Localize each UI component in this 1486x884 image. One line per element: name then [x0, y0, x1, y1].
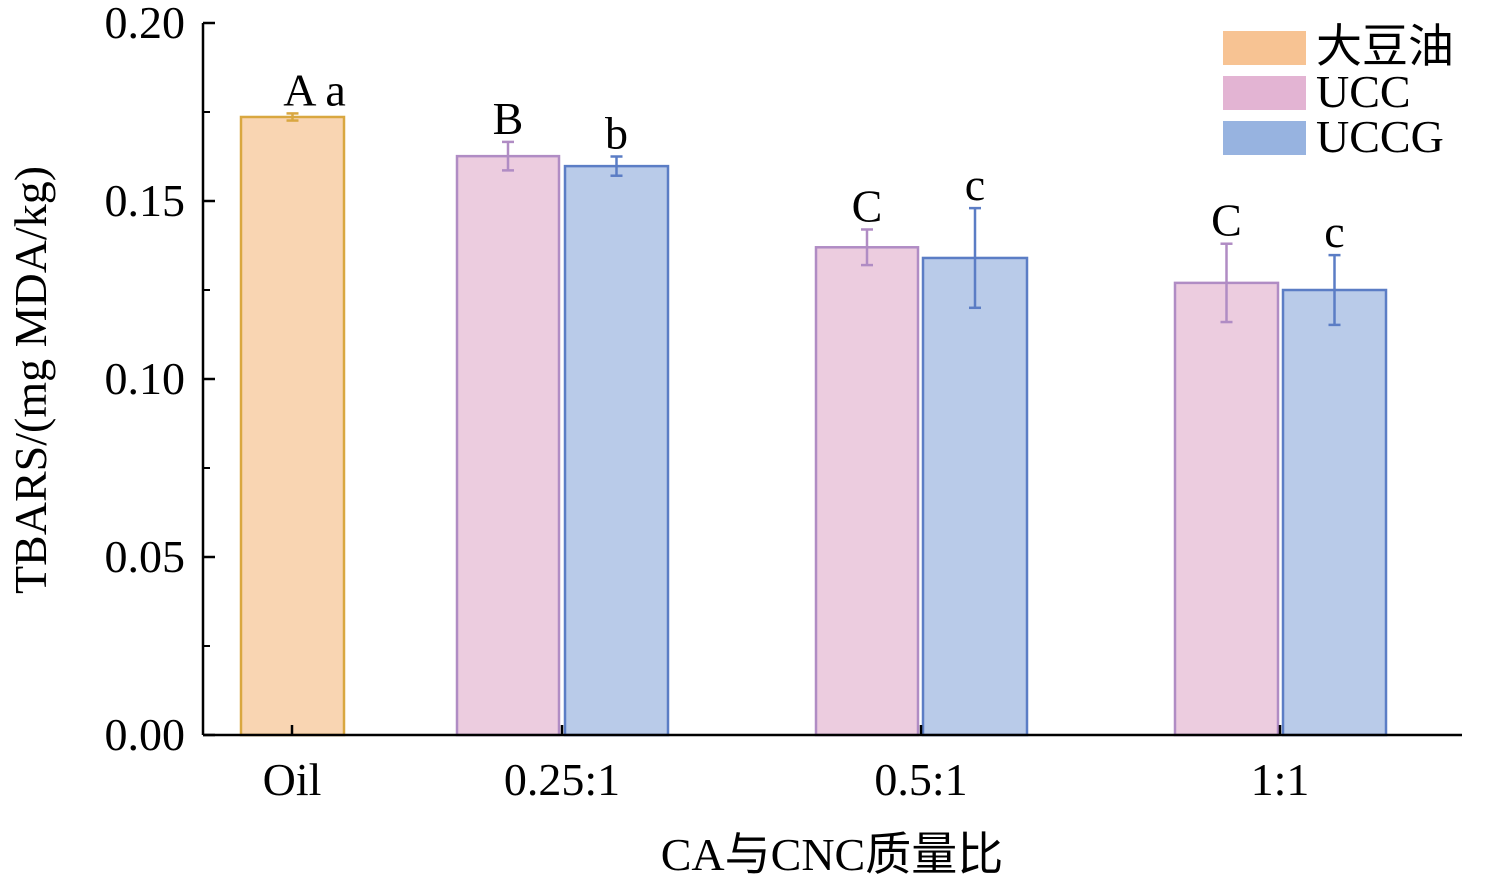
significance-label: c: [965, 159, 985, 210]
legend-label: UCCG: [1316, 111, 1444, 162]
legend-swatch: [1223, 121, 1306, 155]
significance-label: B: [493, 93, 524, 144]
y-tick-label: 0.10: [105, 353, 186, 404]
bars: A a B b C c C c: [239, 64, 1388, 737]
error-bar: [610, 155, 623, 177]
significance-label: C: [1211, 195, 1242, 246]
x-axis-label: CA与CNC质量比: [661, 829, 1003, 880]
error-bar: [1328, 253, 1341, 327]
y-axis-label: TBARS/(mg MDA/kg): [5, 166, 56, 594]
error-bar: [286, 112, 299, 122]
legend-swatch: [1223, 31, 1306, 65]
bar-UCC-1:1: [1173, 281, 1280, 737]
x-tick-label: Oil: [263, 754, 322, 805]
significance-label: b: [605, 108, 628, 159]
error-bar: [502, 140, 514, 172]
axes: Oil 0.25:1 0.5:1 1:1 0.00 0.05 0.10 0.15 0.20: [105, 0, 1462, 805]
significance-label: c: [1324, 206, 1344, 257]
bar-UCCG-0.5:1: [921, 256, 1029, 737]
significance-label: C: [852, 180, 883, 231]
x-tick-label: 0.25:1: [504, 754, 620, 805]
error-bar: [969, 206, 981, 310]
y-tick-label: 0.05: [105, 531, 186, 582]
x-tick-label: 0.5:1: [874, 754, 967, 805]
error-bar: [1220, 242, 1233, 324]
legend-swatch: [1223, 76, 1306, 110]
legend-label: 大豆油: [1316, 21, 1454, 72]
y-tick-label: 0.00: [105, 709, 186, 760]
legend-label: UCC: [1316, 66, 1411, 117]
y-tick-label: 0.20: [105, 0, 186, 48]
bar-大豆油-Oil: [239, 115, 346, 737]
y-tick-label: 0.15: [105, 175, 186, 226]
error-bar: [861, 228, 873, 267]
bar-UCCG-1:1: [1281, 288, 1388, 737]
significance-label: A a: [283, 64, 346, 115]
bar-UCCG-0.25:1: [563, 164, 670, 737]
x-tick-label: 1:1: [1251, 754, 1310, 805]
bar-UCC-0.5:1: [814, 246, 920, 737]
bar-UCC-0.25:1: [455, 154, 561, 737]
